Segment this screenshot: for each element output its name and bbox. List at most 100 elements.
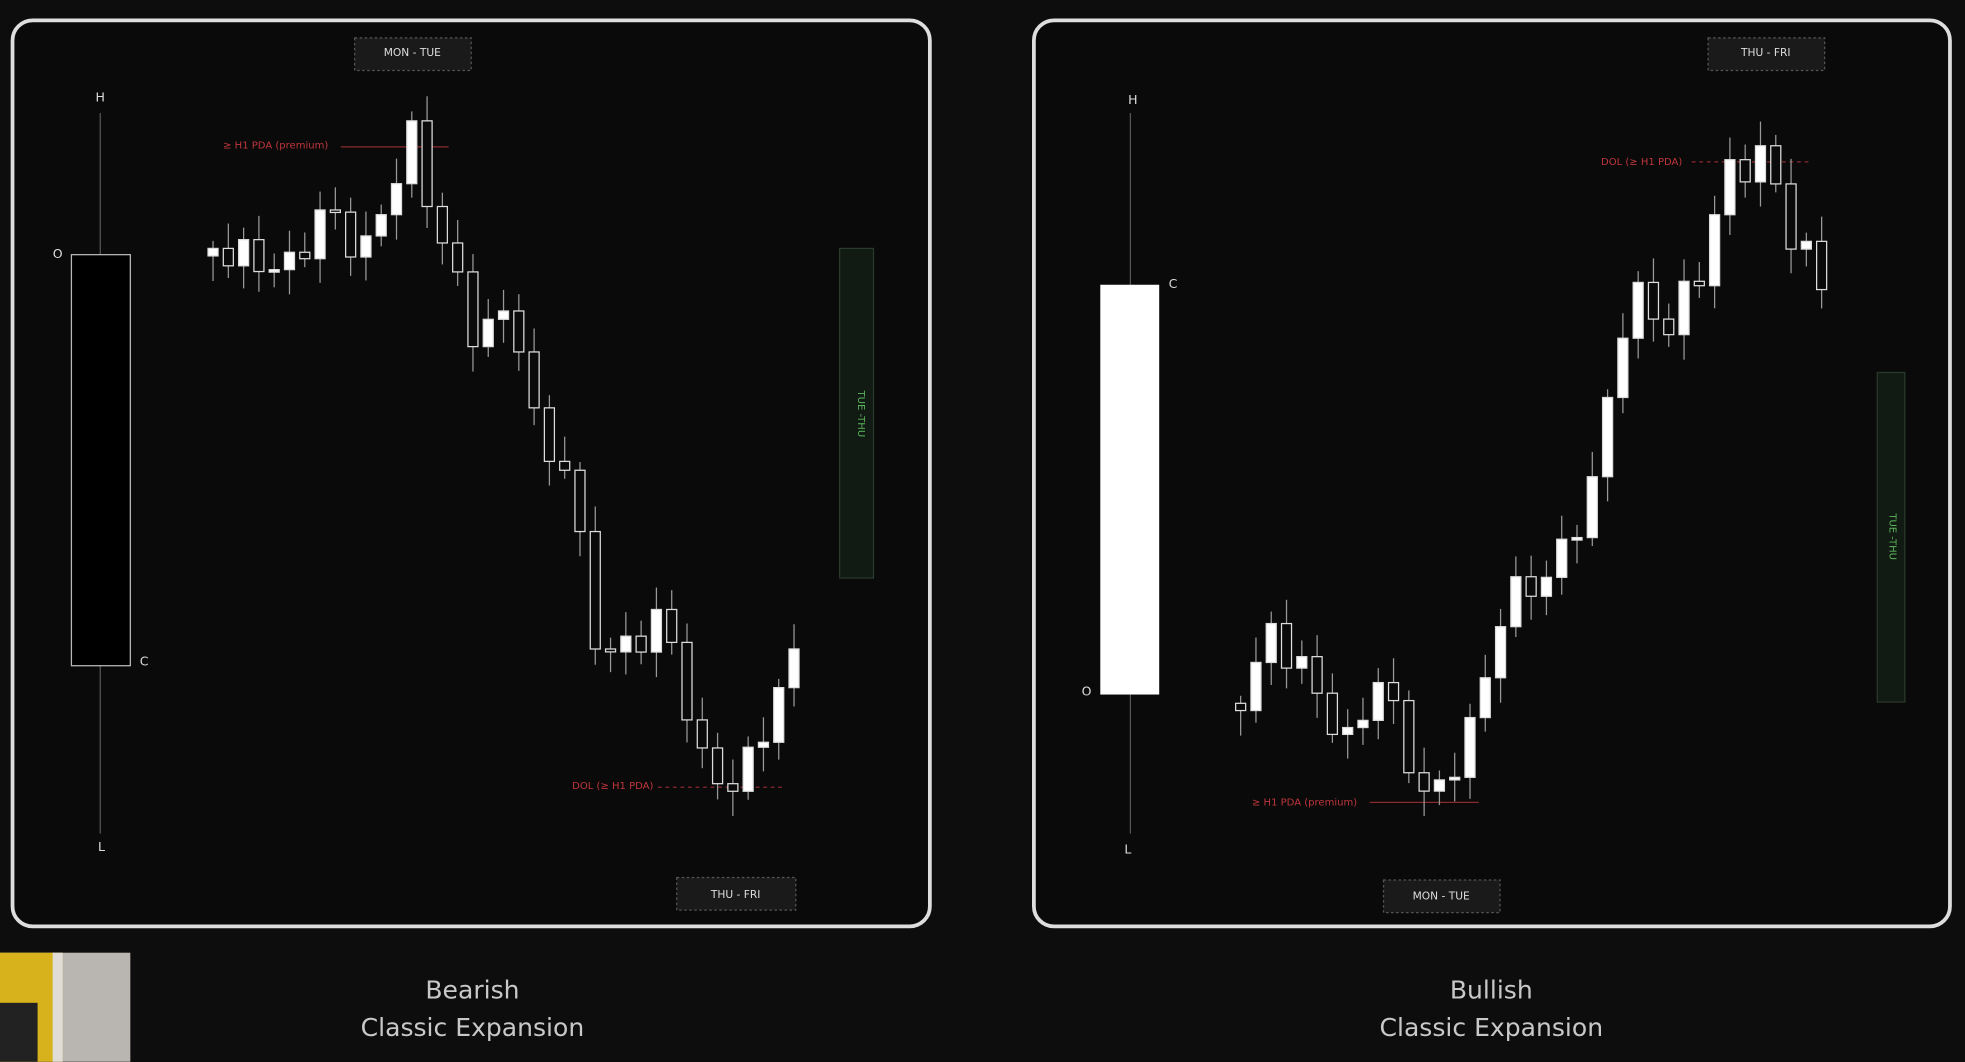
- caption-title: Bullish: [1450, 976, 1533, 1005]
- dol-label: DOL (≥ H1 PDA): [572, 781, 653, 792]
- caption-subtitle: Classic Expansion: [361, 1013, 585, 1042]
- tag-text: MON - TUE: [384, 46, 441, 59]
- premium-label: ≥ H1 PDA (premium): [223, 141, 328, 152]
- candle-body: [1556, 538, 1568, 578]
- side-bar: [1876, 371, 1906, 703]
- candle-body: [559, 460, 571, 471]
- candle-body: [650, 608, 663, 653]
- caption-title: Bearish: [425, 976, 519, 1005]
- candle-body: [222, 247, 234, 267]
- dol-label: DOL (≥ H1 PDA): [1601, 157, 1682, 168]
- candle-body: [1647, 281, 1660, 320]
- candle-body: [1754, 145, 1767, 183]
- candle-body: [253, 239, 265, 273]
- side-text: TUE -THU: [855, 390, 866, 438]
- session-tag: THU - FRI: [1707, 37, 1826, 72]
- candle-body: [1571, 536, 1583, 541]
- candle-body: [1724, 159, 1736, 216]
- candle-body: [681, 641, 693, 721]
- candle-body: [788, 648, 800, 689]
- candle-body: [237, 239, 250, 267]
- high-label: H: [96, 90, 105, 105]
- candle-body: [1525, 576, 1537, 597]
- candle-body: [1800, 240, 1812, 250]
- candle-body: [1326, 692, 1339, 736]
- candle-body: [589, 530, 601, 650]
- candle-body: [452, 242, 464, 273]
- open-label: O: [1082, 684, 1092, 699]
- candle-body: [421, 120, 433, 208]
- candle-body: [604, 648, 617, 653]
- candle-body: [1815, 240, 1828, 291]
- candle-body: [1663, 318, 1675, 336]
- candle-body: [1265, 622, 1277, 664]
- session-tag: MON - TUE: [354, 37, 472, 72]
- candle-body: [1296, 656, 1308, 669]
- candle-body: [329, 209, 341, 214]
- session-tag: THU - FRI: [676, 876, 797, 911]
- candle-body: [314, 209, 326, 260]
- candle-body: [1235, 702, 1247, 712]
- close-label: C: [140, 653, 149, 668]
- candle-body: [773, 686, 785, 743]
- low-label: L: [98, 839, 105, 854]
- candle-body: [1418, 772, 1430, 792]
- candle-body: [436, 205, 449, 244]
- webcam-thumbnail: [0, 952, 131, 1062]
- candle-body: [666, 608, 678, 644]
- candle-body: [1464, 716, 1476, 778]
- tag-text: THU - FRI: [1740, 46, 1791, 59]
- candle-body: [375, 214, 387, 237]
- candle-body: [299, 251, 311, 260]
- candle-body: [696, 719, 708, 749]
- tag-text: THU - FRI: [710, 888, 761, 901]
- candle-body: [574, 469, 586, 533]
- candle-body: [727, 783, 739, 792]
- big-candle-body: [1100, 284, 1160, 695]
- candle-body: [1449, 776, 1461, 781]
- candle-body: [528, 351, 540, 409]
- panel-frame: [1032, 18, 1952, 929]
- candle-body: [1372, 681, 1384, 721]
- candle-body: [1632, 281, 1644, 339]
- candle-body: [390, 183, 403, 216]
- candle-body: [1403, 699, 1415, 774]
- candle-body: [467, 271, 479, 348]
- candle-body: [711, 747, 724, 785]
- candle-body: [1280, 622, 1293, 669]
- candle-body: [268, 269, 280, 273]
- low-label: L: [1124, 841, 1131, 856]
- candle-body: [1479, 677, 1491, 719]
- side-bar: [839, 247, 875, 579]
- candles: [207, 96, 1828, 817]
- premium-label: ≥ H1 PDA (premium): [1252, 797, 1357, 808]
- candle-body: [1433, 779, 1446, 792]
- candle-body: [345, 211, 357, 258]
- candle-body: [1586, 476, 1598, 539]
- tag-text: MON - TUE: [1413, 889, 1470, 902]
- candle-body: [1678, 280, 1690, 336]
- candle-body: [1693, 280, 1705, 287]
- candle-body: [1708, 214, 1721, 287]
- candle-body: [543, 407, 556, 463]
- candle-body: [482, 318, 494, 348]
- close-label: C: [1169, 276, 1178, 291]
- session-tag: MON - TUE: [1382, 879, 1501, 914]
- candle-body: [1540, 576, 1553, 597]
- candle-body: [497, 310, 510, 320]
- candle-body: [1387, 681, 1400, 702]
- high-label: H: [1128, 92, 1137, 107]
- candle-body: [1250, 661, 1262, 712]
- candle-body: [283, 251, 296, 271]
- candle-body: [1739, 159, 1751, 183]
- open-label: O: [53, 246, 63, 261]
- caption-subtitle: Classic Expansion: [1380, 1013, 1604, 1042]
- candle-body: [360, 235, 372, 258]
- candle-body: [1357, 719, 1369, 729]
- candle-body: [1311, 656, 1323, 694]
- candle-body: [742, 746, 754, 792]
- side-text: TUE -THU: [1886, 512, 1897, 560]
- big-candle-body: [70, 254, 131, 667]
- candle-body: [1601, 396, 1614, 478]
